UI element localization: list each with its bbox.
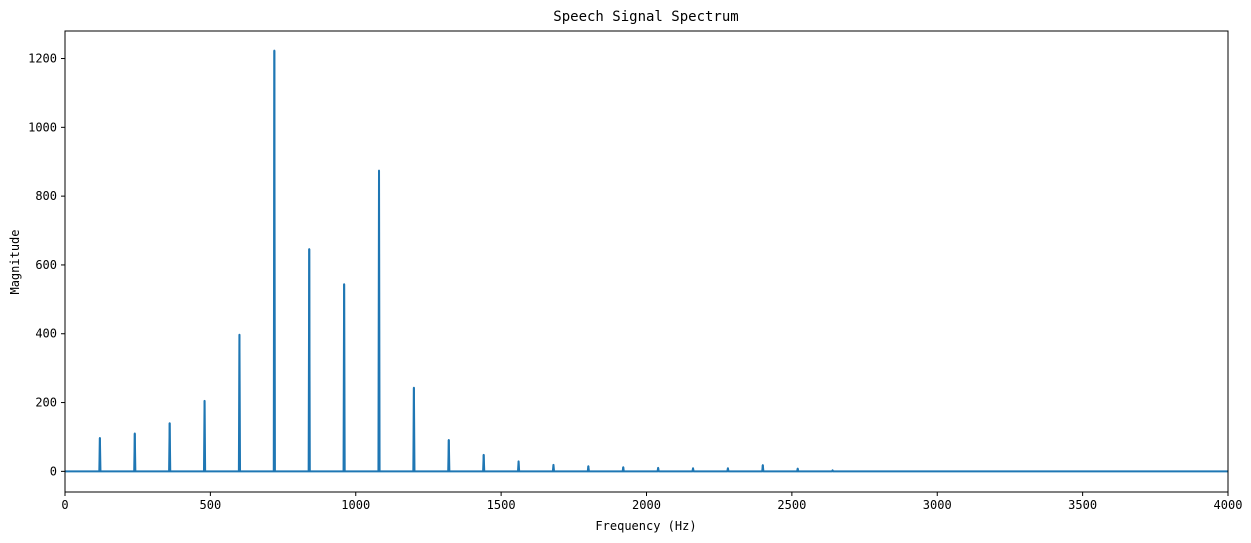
x-tick-label: 500: [200, 498, 222, 512]
y-tick-label: 400: [35, 327, 57, 341]
x-tick-label: 3000: [923, 498, 952, 512]
y-tick-label: 1000: [28, 120, 57, 134]
x-tick-label: 1000: [341, 498, 370, 512]
y-tick-label: 800: [35, 189, 57, 203]
x-tick-label: 2000: [632, 498, 661, 512]
y-tick-label: 1200: [28, 52, 57, 66]
x-tick-label: 1500: [487, 498, 516, 512]
x-tick-label: 3500: [1068, 498, 1097, 512]
plot-area: 0 500 1000 1500 2000 2500 3000 3500 4000 0 200 400 6…: [28, 30, 1243, 512]
x-tick-label: 0: [61, 498, 68, 512]
chart-title: Speech Signal Spectrum: [553, 9, 738, 25]
y-tick-label: 600: [35, 258, 57, 272]
x-tick-label: 2500: [777, 498, 806, 512]
y-axis-label: Magnitude: [8, 229, 22, 294]
y-tick-label: 0: [50, 464, 57, 478]
x-tick-label: 4000: [1214, 498, 1243, 512]
x-axis-label: Frequency (Hz): [595, 519, 696, 533]
y-tick-label: 200: [35, 396, 57, 410]
